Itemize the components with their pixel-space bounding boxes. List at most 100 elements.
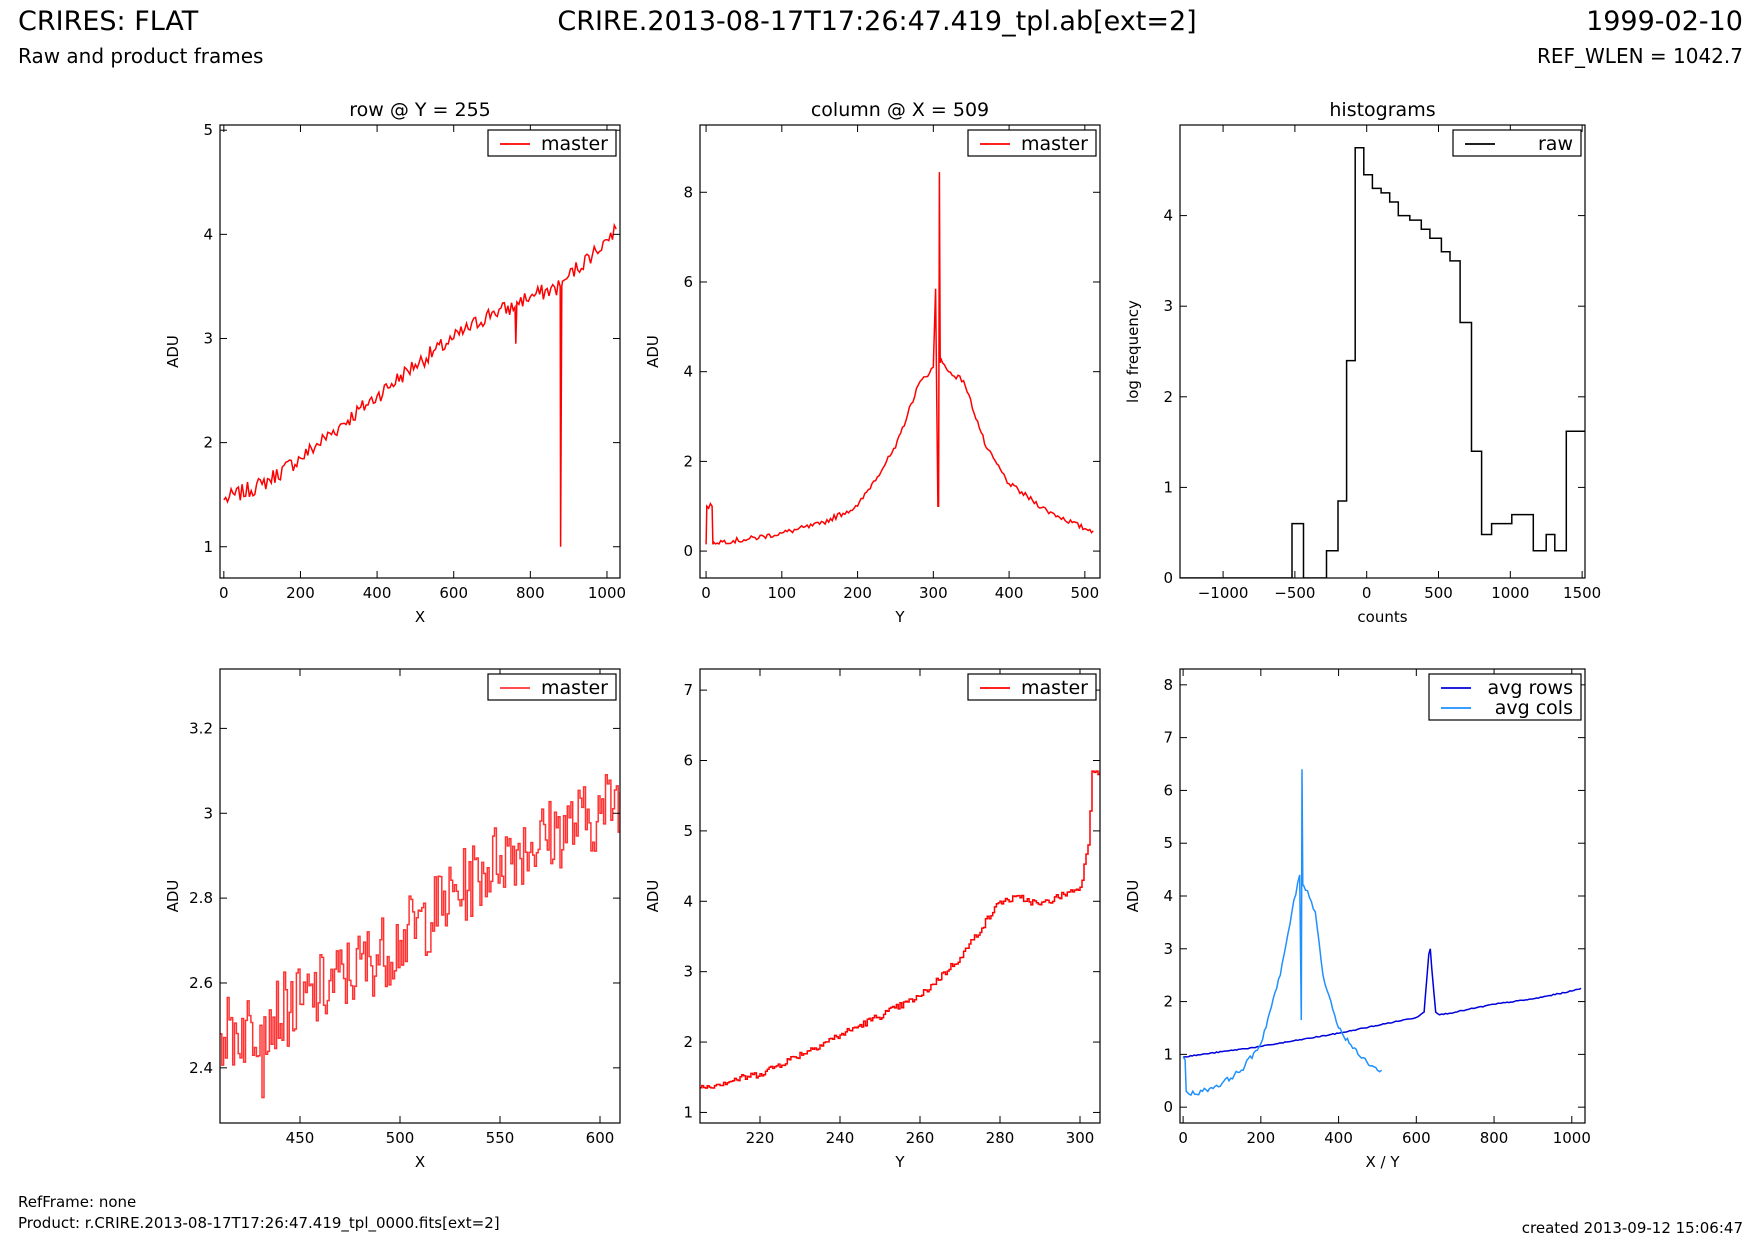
- x-tick-label: 0: [701, 584, 711, 602]
- x-axis-label: X: [415, 608, 425, 626]
- y-axis-label: ADU: [1124, 880, 1142, 913]
- x-tick-label: 0: [219, 584, 229, 602]
- y-axis-label: ADU: [164, 880, 182, 913]
- y-tick-label: 4: [1163, 887, 1173, 905]
- y-tick-label: 0: [1163, 1098, 1173, 1116]
- y-tick-label: 2.6: [189, 974, 213, 992]
- y-tick-label: 5: [1163, 834, 1173, 852]
- y-tick-label: 2: [1163, 388, 1173, 406]
- y-tick-label: 3: [1163, 940, 1173, 958]
- y-tick-label: 0: [683, 542, 693, 560]
- y-tick-label: 3: [203, 804, 213, 822]
- x-tick-label: 400: [363, 584, 392, 602]
- x-axis-label: X / Y: [1365, 1153, 1400, 1171]
- legend: [967, 673, 1097, 701]
- x-tick-label: 100: [767, 584, 796, 602]
- x-tick-label: 600: [1402, 1129, 1431, 1147]
- ref-wlen-label: REF_WLEN = 1042.7: [1536, 44, 1743, 68]
- x-tick-label: 200: [843, 584, 872, 602]
- x-axis-label: Y: [894, 608, 905, 626]
- x-tick-label: 400: [1324, 1129, 1353, 1147]
- series-avg-cols-line: [1182, 769, 1383, 1097]
- x-tick-label: 600: [586, 1129, 615, 1147]
- chart-title: column @ X = 509: [811, 99, 989, 121]
- x-tick-label: 600: [439, 584, 468, 602]
- chart-avg: 0 200 400 600 800 1000 0 1 2 3 4 5 6 7 8 X / Y ADU avg ro…: [1124, 668, 1591, 1171]
- x-tick-label: 200: [286, 584, 315, 602]
- subtitle-left: Raw and product frames: [18, 44, 264, 68]
- y-tick-label: 5: [203, 121, 213, 139]
- x-tick-label: 0: [1178, 1129, 1188, 1147]
- legend-label: master: [541, 677, 608, 699]
- y-tick-label: 2: [1163, 993, 1173, 1011]
- y-tick-label: 8: [1163, 676, 1173, 694]
- y-axis-label: ADU: [164, 335, 182, 368]
- y-tick-label: 0: [1163, 569, 1173, 587]
- x-tick-label: 200: [1247, 1129, 1276, 1147]
- y-tick-label: 2: [683, 452, 693, 470]
- x-tick-label: 280: [986, 1129, 1015, 1147]
- x-axis-label: X: [415, 1153, 425, 1171]
- series-raw-line: [1180, 146, 1585, 578]
- date-label: 1999-02-10: [1586, 6, 1743, 37]
- x-tick-label: 1000: [1553, 1129, 1591, 1147]
- series-master-line: [705, 172, 1094, 545]
- axes-frame: [219, 124, 621, 579]
- y-tick-label: 4: [1163, 207, 1173, 225]
- y-tick-label: 6: [1163, 781, 1173, 799]
- y-tick-label: 7: [683, 681, 693, 699]
- y-tick-label: 1: [1163, 478, 1173, 496]
- x-tick-label: 800: [1480, 1129, 1509, 1147]
- legend: [967, 129, 1097, 157]
- x-tick-label: 450: [286, 1129, 315, 1147]
- x-tick-label: 1000: [1491, 584, 1529, 602]
- axes-frame: [1179, 124, 1586, 579]
- x-tick-label: 220: [746, 1129, 775, 1147]
- x-tick-label: 300: [1066, 1129, 1095, 1147]
- y-tick-label: 3.2: [189, 719, 213, 737]
- series-avg-rows-line: [1183, 948, 1582, 1058]
- x-tick-label: 500: [1424, 584, 1453, 602]
- chart-title: row @ Y = 255: [349, 99, 491, 121]
- axes-frame: [219, 668, 621, 1124]
- y-axis-label: log frequency: [1124, 300, 1142, 403]
- chart-hist: −1000 −500 0 500 1000 1500 0 1 2 3 4 histograms coun…: [1124, 99, 1601, 626]
- x-tick-label: 400: [995, 584, 1024, 602]
- axes-frame: [699, 668, 1101, 1124]
- legend: [487, 673, 617, 701]
- y-tick-label: 5: [683, 822, 693, 840]
- legend-label: master: [1021, 133, 1088, 155]
- legend: [1452, 129, 1582, 157]
- x-tick-label: 500: [1071, 584, 1100, 602]
- y-tick-label: 1: [1163, 1045, 1173, 1063]
- legend-label: master: [541, 133, 608, 155]
- legend-label: avg cols: [1495, 697, 1573, 719]
- y-axis-label: ADU: [644, 335, 662, 368]
- chart-row-full: 0 200 400 600 800 1000 1 2 3 4 5 row @ Y = 255 X ADU m…: [164, 99, 626, 626]
- x-tick-label: 1000: [588, 584, 626, 602]
- legend: [487, 129, 617, 157]
- y-tick-label: 2.8: [189, 889, 213, 907]
- y-tick-label: 4: [683, 363, 693, 381]
- y-tick-label: 1: [203, 538, 213, 556]
- chart-col-full: 0 100 200 300 400 500 0 2 4 6 8 column @ X = 509 Y AD…: [644, 99, 1101, 626]
- y-tick-label: 6: [683, 273, 693, 291]
- series-master-line: [700, 770, 1100, 1089]
- file-title: CRIRE.2013-08-17T17:26:47.419_tpl.ab[ext…: [557, 6, 1197, 37]
- series-master-line: [223, 222, 617, 547]
- x-tick-label: −1000: [1198, 584, 1249, 602]
- y-tick-label: 2.4: [189, 1059, 213, 1077]
- legend: [1428, 673, 1582, 721]
- y-tick-label: 7: [1163, 729, 1173, 747]
- y-tick-label: 6: [683, 752, 693, 770]
- axes-frame: [699, 124, 1101, 579]
- x-tick-label: 300: [919, 584, 948, 602]
- y-axis-label: ADU: [644, 880, 662, 913]
- y-tick-label: 4: [683, 892, 693, 910]
- y-tick-label: 2: [203, 434, 213, 452]
- y-tick-label: 1: [683, 1103, 693, 1121]
- footer-created: created 2013-09-12 15:06:47: [1521, 1219, 1743, 1237]
- x-tick-label: −500: [1274, 584, 1315, 602]
- x-axis-label: counts: [1357, 608, 1407, 626]
